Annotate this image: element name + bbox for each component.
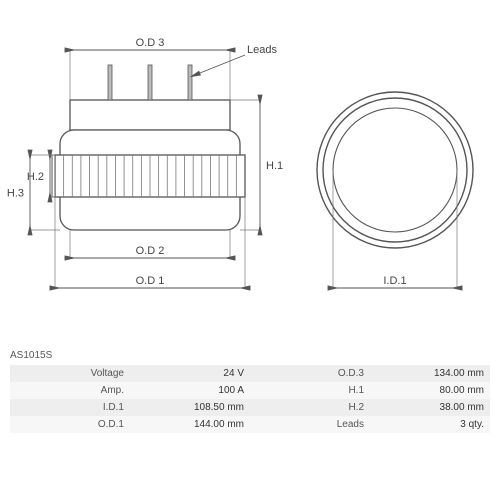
- spec-table: Voltage24 VO.D.3134.00 mmAmp.100 AH.180.…: [10, 365, 490, 433]
- spec-label: H.2: [250, 399, 370, 416]
- svg-text:O.D 3: O.D 3: [136, 37, 165, 49]
- spec-label: Leads: [250, 416, 370, 433]
- spec-section: AS1015S Voltage24 VO.D.3134.00 mmAmp.100…: [10, 350, 490, 433]
- spec-value: 3 qty.: [370, 416, 490, 433]
- spec-value: 24 V: [130, 365, 250, 382]
- svg-text:O.D 2: O.D 2: [136, 245, 165, 257]
- spec-label: O.D.3: [250, 365, 370, 382]
- svg-text:I.D.1: I.D.1: [383, 275, 406, 287]
- spec-row: O.D.1144.00 mmLeads3 qty.: [10, 416, 490, 433]
- technical-drawing: O.D 3 O.D 2 O.D 1 H.1 H.2H.3 Leads I.D.1: [0, 0, 500, 350]
- svg-text:O.D 1: O.D 1: [136, 275, 165, 287]
- drawing-svg: O.D 3 O.D 2 O.D 1 H.1 H.2H.3 Leads I.D.1: [0, 0, 500, 350]
- spec-row: Voltage24 VO.D.3134.00 mm: [10, 365, 490, 382]
- svg-text:H.1: H.1: [266, 160, 283, 172]
- svg-text:H.2: H.2: [27, 171, 44, 183]
- spec-value: 144.00 mm: [130, 416, 250, 433]
- spec-value: 108.50 mm: [130, 399, 250, 416]
- spec-value: 38.00 mm: [370, 399, 490, 416]
- part-number: AS1015S: [10, 350, 490, 361]
- spec-label: O.D.1: [10, 416, 130, 433]
- spec-label: H.1: [250, 382, 370, 399]
- spec-value: 134.00 mm: [370, 365, 490, 382]
- svg-text:H.3: H.3: [7, 188, 24, 200]
- svg-text:Leads: Leads: [247, 44, 277, 56]
- spec-value: 80.00 mm: [370, 382, 490, 399]
- spec-row: Amp.100 AH.180.00 mm: [10, 382, 490, 399]
- spec-row: I.D.1108.50 mmH.238.00 mm: [10, 399, 490, 416]
- spec-value: 100 A: [130, 382, 250, 399]
- spec-label: Amp.: [10, 382, 130, 399]
- spec-label: Voltage: [10, 365, 130, 382]
- spec-label: I.D.1: [10, 399, 130, 416]
